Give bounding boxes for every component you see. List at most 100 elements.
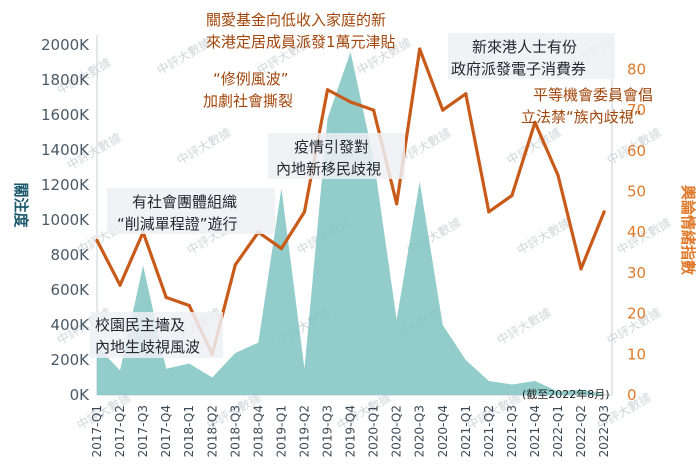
sentiment-point [348, 100, 353, 104]
x-tick-label: 2019-Q3 [321, 405, 335, 457]
left-tick-label: 1800K [41, 71, 90, 89]
sentiment-point [302, 210, 307, 214]
right-tick-label: 60 [627, 142, 646, 160]
sentiment-point [602, 210, 606, 214]
sentiment-point [164, 295, 168, 299]
x-tick-label: 2021-Q3 [505, 405, 519, 457]
annotation-line: 疫情引發對 [294, 138, 369, 156]
right-tick-label: 20 [627, 305, 646, 323]
annotation-line: “修例風波” [213, 70, 289, 88]
x-tick-label: 2018-Q1 [182, 405, 196, 457]
x-tick-label: 2020-Q2 [390, 405, 404, 457]
x-tick-label: 2022-Q1 [551, 405, 565, 457]
sentiment-point [118, 283, 122, 287]
x-tick-label: 2021-Q1 [459, 405, 473, 457]
sentiment-point [372, 108, 376, 112]
annotation: “修例風波” 加劇社會撕裂 [203, 70, 293, 110]
sentiment-point [418, 47, 422, 51]
annotation-line: 內地生歧視風波 [95, 338, 200, 356]
x-tick-label: 2021-Q2 [482, 405, 496, 457]
x-tick-label: 2022-Q3 [597, 405, 611, 457]
sentiment-point [187, 303, 191, 308]
sentiment-point [579, 267, 583, 271]
x-tick-label: 2017-Q1 [90, 405, 104, 457]
date-note: (截至2022年8月) [522, 387, 610, 401]
annotation-line: “削減單程證”遊行 [117, 215, 238, 233]
left-tick-label: 600K [51, 281, 91, 299]
x-tick-label: 2020-Q1 [367, 405, 381, 457]
annotation-line: 政府派發電子消費券 [451, 60, 586, 78]
annotation-line: 來港定居成員派發1萬元津貼 [206, 33, 396, 51]
x-tick-label: 2022-Q2 [574, 405, 588, 457]
watermark-text: 中評大數據 [494, 305, 553, 348]
right-tick-label: 50 [627, 183, 646, 201]
right-axis: 0 10 20 30 40 50 60 70 80 [627, 60, 646, 404]
x-tick-label: 2019-Q4 [344, 405, 358, 457]
annotation-line: 加劇社會撕裂 [203, 92, 293, 110]
right-tick-label: 30 [627, 264, 646, 282]
right-tick-label: 70 [627, 101, 646, 119]
annotation-line: 關愛基金向低收入家庭的新 [206, 11, 386, 29]
attention-area-series [97, 52, 605, 395]
x-tick-label: 2017-Q2 [113, 405, 127, 457]
right-axis-title: 輿論情緒指數 [679, 185, 697, 275]
sentiment-point [325, 88, 330, 92]
x-tick-label: 2019-Q1 [274, 405, 288, 457]
x-tick-label: 2020-Q3 [413, 405, 427, 457]
sentiment-point [233, 263, 237, 267]
x-tick-label: 2018-Q4 [251, 405, 265, 457]
annotation-line: 平等機會委員會倡 [533, 86, 653, 104]
x-tick-label: 2018-Q2 [205, 405, 219, 457]
annotation-line: 立法禁“族內歧視” [521, 108, 642, 126]
x-tick-label: 2020-Q4 [436, 405, 450, 457]
watermark-text: 中評大數據 [514, 215, 573, 258]
annotation-line: 有社會團體組織 [132, 193, 237, 211]
left-tick-label: 200K [51, 351, 91, 369]
right-tick-label: 80 [627, 60, 646, 78]
annotation: 有社會團體組織 “削減單程證”遊行 [107, 188, 275, 234]
left-axis: 0K 200K 400K 600K 800K 1000K 1200K 1400K 1600K 18… [41, 36, 90, 404]
annotation-box [107, 188, 275, 234]
sentiment-point [95, 238, 99, 242]
sentiment-point [464, 92, 468, 96]
watermark-text: 中評大數據 [174, 125, 233, 168]
sentiment-point [556, 173, 560, 177]
x-tick-label: 2017-Q4 [159, 405, 173, 457]
left-axis-title: 關注度 [12, 182, 30, 228]
left-tick-label: 1400K [41, 141, 90, 159]
right-tick-label: 10 [627, 345, 646, 363]
x-tick-label: 2017-Q3 [136, 405, 150, 457]
left-tick-label: 800K [51, 246, 91, 264]
right-tick-label: 40 [627, 223, 646, 241]
left-tick-label: 400K [51, 316, 91, 334]
left-tick-label: 1600K [41, 106, 90, 124]
right-tick-label: 0 [627, 386, 637, 404]
annotation-box [448, 33, 615, 79]
attention-area [97, 52, 605, 395]
annotation-box [90, 312, 223, 358]
annotation-line: 內地新移民歧視 [276, 160, 381, 178]
sentiment-point [395, 202, 399, 206]
annotation-box [268, 133, 405, 179]
left-tick-label: 2000K [41, 36, 90, 54]
sentiment-point [279, 246, 283, 251]
left-tick-label: 0K [70, 386, 91, 404]
annotation-line: 新來港人士有份 [472, 38, 577, 56]
sentiment-point [533, 120, 537, 124]
sentiment-point [487, 210, 491, 214]
x-tick-label: 2019-Q2 [297, 405, 311, 457]
x-tick-label: 2018-Q3 [228, 405, 242, 457]
x-tick-label: 2021-Q4 [528, 405, 542, 457]
watermark-text: 中評大數據 [154, 35, 213, 78]
annotation-line: 校園民主墻及 [95, 316, 185, 334]
x-axis: 2017-Q1 2017-Q2 2017-Q3 2017-Q4 2018-Q1 2018-… [90, 405, 611, 457]
left-tick-label: 1000K [41, 211, 90, 229]
left-tick-label: 1200K [41, 176, 90, 194]
